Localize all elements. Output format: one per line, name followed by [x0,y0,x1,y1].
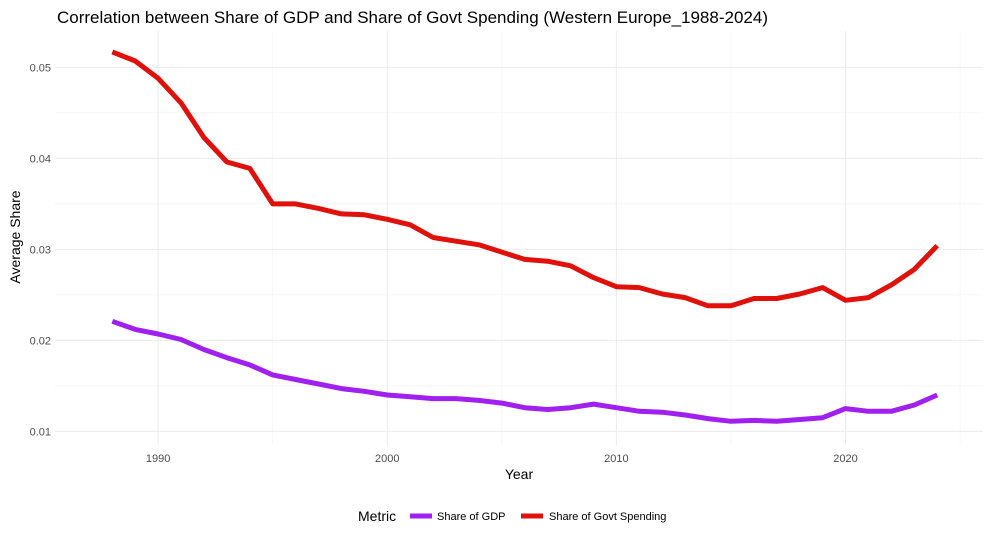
y-tick-label: 0.01 [30,426,51,438]
x-axis-title: Year [505,466,534,482]
series-lines [111,49,939,424]
series-line-share-of-gdp [111,318,939,424]
legend-title: Metric [358,508,396,524]
legend: Metric Share of GDP Share of Govt Spendi… [358,508,666,524]
x-axis-ticks: 1990 2000 2010 2020 [146,453,858,465]
x-tick-label: 2010 [604,453,628,465]
legend-label-share-of-govt-spending: Share of Govt Spending [549,511,666,523]
series-line-share-of-govt-spending [111,49,939,309]
y-tick-label: 0.03 [30,244,51,256]
y-tick-label: 0.02 [30,335,51,347]
minor-gridlines [55,31,983,445]
y-tick-label: 0.04 [30,153,51,165]
x-tick-label: 2000 [375,453,399,465]
chart-title: Correlation between Share of GDP and Sha… [57,8,768,27]
y-tick-label: 0.05 [30,62,51,74]
y-axis-ticks: 0.01 0.02 0.03 0.04 0.05 [30,62,51,438]
x-tick-label: 1990 [146,453,170,465]
major-gridlines [55,31,983,445]
x-tick-label: 2020 [833,453,857,465]
legend-label-share-of-gdp: Share of GDP [437,511,505,523]
y-axis-title: Average Share [7,190,23,283]
